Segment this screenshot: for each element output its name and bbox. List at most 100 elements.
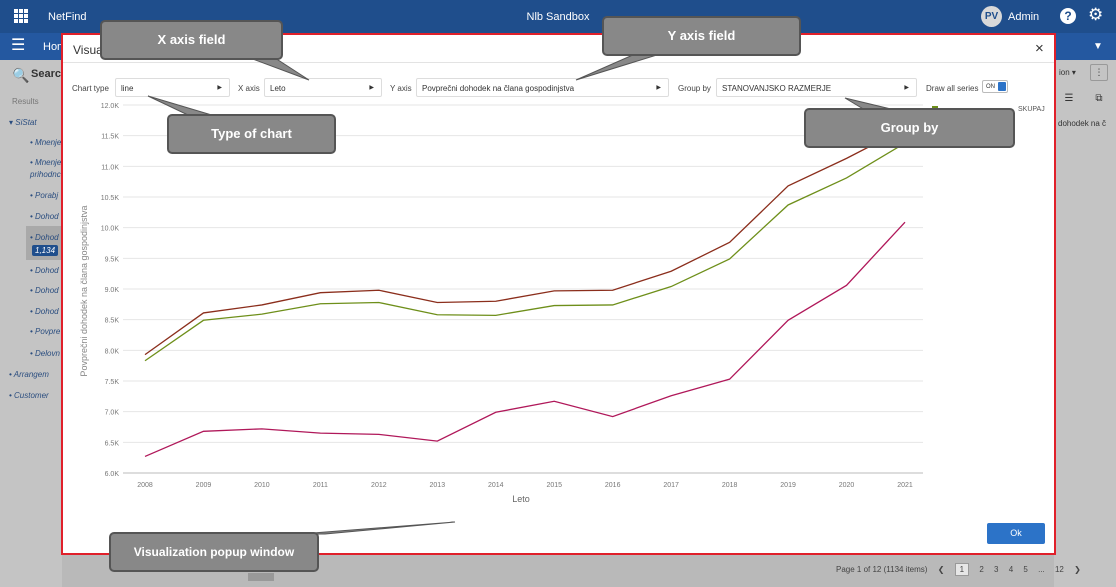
toggle-state: ON <box>986 84 995 90</box>
tree-item[interactable]: • Dohod <box>30 266 59 275</box>
group-by-label: Group by <box>678 84 711 93</box>
hamburger-menu-icon[interactable]: ☰ <box>11 37 26 54</box>
tree-item[interactable]: • Mnenje <box>30 138 62 147</box>
tree-item[interactable]: • Porabj <box>30 191 59 200</box>
draw-all-series-toggle[interactable]: ON <box>982 80 1008 93</box>
user-name[interactable]: Admin <box>1008 11 1040 23</box>
line-chart: 6.0K 6.5K 7.0K 7.5K 8.0K 8.5K 9.0K 9.5K 10.0K 10.… <box>79 103 923 504</box>
x-tick-label: 2018 <box>722 482 738 489</box>
list-view-icon[interactable]: ☰ <box>1064 93 1074 104</box>
page-button-current[interactable]: 1 <box>954 563 970 576</box>
tree-item[interactable]: • Arrangem <box>9 370 49 379</box>
page-button[interactable]: 5 <box>1023 565 1028 574</box>
action-dropdown[interactable]: ion ▾ <box>1059 68 1076 77</box>
series-line-1[interactable] <box>144 127 906 356</box>
left-panel: 🔍 Search Results ▾ SiStat • Mnenje • Mne… <box>0 60 68 587</box>
x-axis-value: Leto <box>270 84 286 93</box>
y-tick-label: 10.5K <box>101 195 120 202</box>
tree-item[interactable]: • Povpre <box>30 327 61 336</box>
chevron-down-icon[interactable]: ▼ <box>1093 41 1103 52</box>
chevron-right-icon: ▶ <box>904 85 909 91</box>
search-icon[interactable]: 🔍 <box>12 67 30 83</box>
right-panel: ion ▾ ⋮ ☰ ⧉ dohodek na č <box>1054 60 1116 587</box>
x-tick-label: 2008 <box>137 482 153 489</box>
x-axis-label: X axis <box>238 84 260 93</box>
tree-item[interactable]: • Mnenje <box>30 158 62 167</box>
y-tick-label: 9.0K <box>105 287 120 294</box>
y-tick-label: 6.5K <box>105 440 120 447</box>
page-ellipsis: ... <box>1038 565 1045 574</box>
pagination: Page 1 of 12 (1134 items) ❮ 1 2 3 4 5 ..… <box>836 563 1089 577</box>
y-tick-label: 6.0K <box>105 471 120 478</box>
x-tick-label: 2021 <box>897 482 913 489</box>
tree-item[interactable]: • Dohod <box>30 307 59 316</box>
y-tick-label: 8.5K <box>105 318 120 325</box>
copy-icon[interactable]: ⧉ <box>1095 93 1103 104</box>
home-link[interactable]: Hom <box>43 41 67 53</box>
x-tick-label: 2009 <box>196 482 212 489</box>
y-axis-value: Povprečni dohodek na člana gospodinjstva <box>422 84 575 93</box>
tree-item[interactable]: • Customer <box>9 391 49 400</box>
callout-x-axis-field: X axis field <box>100 20 283 60</box>
x-tick-label: 2013 <box>430 482 446 489</box>
y-tick-label: 8.0K <box>105 348 120 355</box>
callout-y-axis-field: Y axis field <box>602 16 801 56</box>
ok-button[interactable]: Ok <box>987 523 1045 544</box>
bottom-tab <box>248 573 274 581</box>
x-tick-label: 2011 <box>313 482 328 489</box>
callout-type-of-chart: Type of chart <box>167 114 336 154</box>
tree-item[interactable]: prihodnc <box>30 170 61 179</box>
tree-item-selected[interactable]: • Dohod <box>30 233 59 242</box>
chart-type-label: Chart type <box>72 84 109 93</box>
x-axis-select[interactable]: Leto ▶ <box>264 78 382 97</box>
chart-type-select[interactable]: line ▶ <box>115 78 230 97</box>
chevron-right-icon[interactable]: ❯ <box>1074 565 1081 574</box>
toggle-knob <box>998 82 1006 91</box>
x-tick-label: 2015 <box>546 482 562 489</box>
x-tick-label: 2010 <box>254 482 270 489</box>
x-axis-title: Leto <box>512 494 530 504</box>
tree-item[interactable]: • Delovn <box>30 349 60 358</box>
app-name[interactable]: NetFind <box>48 11 87 23</box>
pager-summary: Page 1 of 12 (1134 items) <box>836 565 928 574</box>
page-button[interactable]: 3 <box>994 565 999 574</box>
y-tick-label: 12.0K <box>101 103 120 110</box>
x-tick-label: 2016 <box>605 482 621 489</box>
avatar[interactable]: PV <box>981 6 1002 27</box>
gear-icon[interactable]: ⚙ <box>1088 5 1104 24</box>
page-button[interactable]: 12 <box>1054 565 1064 574</box>
environment-label: Nlb Sandbox <box>526 11 590 23</box>
x-tick-label: 2019 <box>780 482 796 489</box>
more-options-button[interactable]: ⋮ <box>1090 64 1108 81</box>
tree-item-sistat[interactable]: ▾ SiStat <box>9 118 37 127</box>
x-tick-labels: 2008 2009 2010 2011 2012 2013 2014 2015 2016 2017… <box>137 482 913 489</box>
group-by-select[interactable]: STANOVANJSKO RAZMERJE ▶ <box>716 78 917 97</box>
y-axis-select[interactable]: Povprečni dohodek na člana gospodinjstva… <box>416 78 669 97</box>
y-tick-label: 9.5K <box>105 256 120 263</box>
callout-visualization-popup: Visualization popup window <box>109 532 319 572</box>
column-header[interactable]: dohodek na č <box>1058 119 1107 128</box>
draw-all-series-label: Draw all series <box>926 84 979 93</box>
x-tick-label: 2020 <box>839 482 855 489</box>
apps-grid-icon[interactable] <box>14 9 28 23</box>
y-tick-label: 7.5K <box>105 379 120 386</box>
page-button[interactable]: 2 <box>979 565 984 574</box>
chevron-right-icon: ▶ <box>369 85 374 91</box>
group-by-value: STANOVANJSKO RAZMERJE <box>722 84 832 93</box>
series-line-3[interactable] <box>144 221 906 458</box>
chevron-right-icon: ▶ <box>217 85 222 91</box>
series-line-2[interactable] <box>144 142 906 362</box>
chevron-left-icon[interactable]: ❮ <box>937 565 945 574</box>
page-button[interactable]: 4 <box>1008 565 1014 574</box>
y-tick-label: 11.0K <box>101 164 119 171</box>
tree-item[interactable]: • Dohod <box>30 212 59 221</box>
chevron-right-icon: ▶ <box>656 85 661 91</box>
x-tick-label: 2012 <box>371 482 387 489</box>
close-icon[interactable]: × <box>1035 40 1044 57</box>
help-icon[interactable]: ? <box>1060 8 1076 24</box>
y-axis-title: Povprečni dohodek na člana gospodinjstva <box>79 205 89 376</box>
y-tick-label: 11.5K <box>101 134 119 141</box>
y-tick-label: 10.0K <box>101 226 120 233</box>
search-label[interactable]: Search <box>31 68 68 80</box>
tree-item[interactable]: • Dohod <box>30 286 59 295</box>
